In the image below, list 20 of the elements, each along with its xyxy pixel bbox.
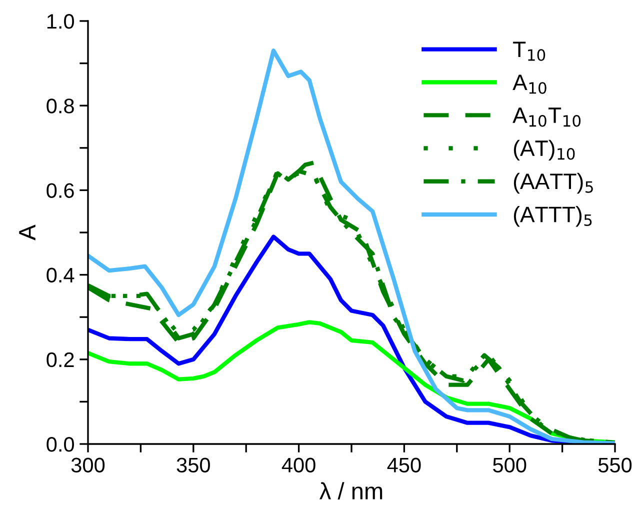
legend-label: (ATTT)$_{5}$ [514, 206, 592, 227]
legend-label: A$_{10}$ [512, 74, 546, 94]
y-tick-label: 1.0 [47, 14, 74, 29]
legend-label: T$_{10}$ [513, 42, 546, 61]
x-axis-title: λ / nm [320, 482, 382, 500]
y-tick-label: 0.4 [46, 268, 74, 283]
x-tick-label: 300 [71, 458, 105, 472]
legend-label: (AATT)$_{5}$ [514, 172, 593, 194]
legend-label: (AT)$_{10}$ [514, 140, 575, 161]
y-tick-label: 0.0 [46, 437, 74, 452]
x-tick-label: 350 [176, 458, 210, 472]
x-tick-label: 550 [598, 458, 632, 472]
y-tick-label: 0.2 [46, 352, 74, 368]
y-tick-label: 0.8 [46, 98, 74, 114]
y-axis-title: A [19, 224, 36, 240]
legend-label: A$_{10}$T$_{10}$ [512, 108, 581, 127]
x-tick-label: 400 [282, 458, 316, 472]
x-tick-label: 450 [387, 458, 421, 472]
x-tick-label: 500 [493, 458, 526, 472]
y-tick-label: 0.6 [46, 183, 74, 198]
